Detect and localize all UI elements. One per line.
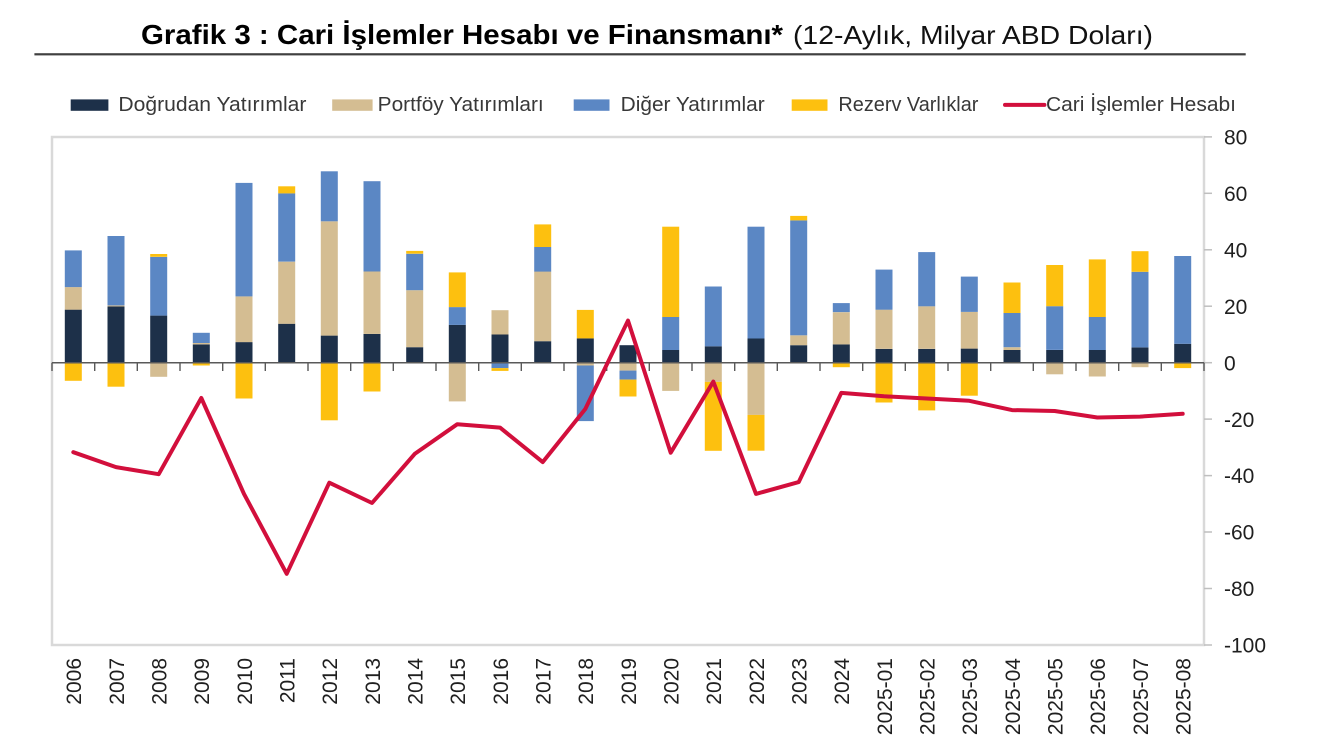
svg-text:Rezerv Varlıklar: Rezerv Varlıklar	[838, 94, 978, 116]
svg-text:0: 0	[1224, 352, 1236, 375]
svg-text:2025-03: 2025-03	[959, 658, 982, 735]
svg-text:Diğer Yatırımlar: Diğer Yatırımlar	[621, 94, 765, 116]
svg-text:2025-02: 2025-02	[917, 658, 940, 735]
svg-text:2013: 2013	[362, 658, 385, 705]
svg-text:2007: 2007	[106, 658, 129, 705]
svg-text:-80: -80	[1224, 578, 1254, 601]
svg-text:2008: 2008	[149, 658, 172, 705]
svg-text:2025-05: 2025-05	[1045, 658, 1068, 735]
svg-text:2025-01: 2025-01	[874, 658, 897, 735]
svg-text:Cari İşlemler Hesabı: Cari İşlemler Hesabı	[1046, 93, 1236, 116]
svg-text:-20: -20	[1224, 409, 1254, 432]
svg-text:2019: 2019	[618, 658, 641, 705]
svg-text:2020: 2020	[661, 658, 684, 705]
svg-text:2009: 2009	[191, 658, 214, 705]
svg-text:2025-06: 2025-06	[1087, 658, 1110, 735]
svg-text:2006: 2006	[63, 658, 86, 705]
svg-text:Grafik 3 : Cari İşlemler Hesab: Grafik 3 : Cari İşlemler Hesabı ve Finan…	[141, 19, 783, 50]
svg-text:2024: 2024	[831, 658, 854, 705]
svg-text:2025-08: 2025-08	[1173, 658, 1196, 735]
svg-text:Portföy Yatırımları: Portföy Yatırımları	[378, 94, 544, 116]
svg-text:80: 80	[1224, 127, 1247, 150]
svg-text:2010: 2010	[234, 658, 257, 705]
svg-text:2016: 2016	[490, 658, 513, 705]
svg-text:-60: -60	[1224, 522, 1254, 545]
svg-text:2025-04: 2025-04	[1002, 658, 1025, 735]
svg-text:2014: 2014	[405, 658, 428, 705]
svg-text:2011: 2011	[277, 658, 300, 703]
svg-text:2023: 2023	[789, 658, 812, 705]
svg-text:2017: 2017	[533, 658, 556, 705]
svg-text:60: 60	[1224, 183, 1247, 206]
svg-text:2018: 2018	[575, 658, 598, 705]
svg-text:(12-Aylık, Milyar ABD Doları): (12-Aylık, Milyar ABD Doları)	[793, 20, 1153, 50]
svg-text:2022: 2022	[746, 658, 769, 705]
svg-text:20: 20	[1224, 296, 1247, 319]
svg-text:2015: 2015	[447, 658, 470, 705]
svg-text:-100: -100	[1224, 635, 1266, 658]
svg-text:Doğrudan Yatırımlar: Doğrudan Yatırımlar	[118, 94, 306, 116]
svg-text:2012: 2012	[319, 658, 342, 705]
svg-text:-40: -40	[1224, 465, 1254, 488]
svg-text:40: 40	[1224, 239, 1247, 262]
svg-text:2021: 2021	[703, 658, 726, 705]
svg-text:2025-07: 2025-07	[1130, 658, 1153, 735]
